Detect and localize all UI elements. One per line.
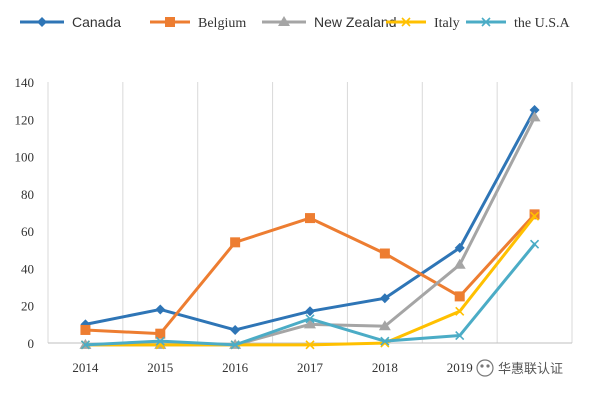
data-point — [230, 237, 241, 248]
data-point — [304, 318, 316, 329]
data-point — [305, 213, 315, 224]
data-point — [380, 336, 390, 346]
legend-label: Canada — [72, 14, 121, 30]
watermark-logo-icon-dot — [480, 364, 484, 368]
data-point — [80, 324, 91, 335]
y-tick-label: 100 — [15, 150, 35, 165]
x-tick-label: 2018 — [372, 360, 398, 375]
legend-item: New Zealand — [262, 14, 397, 30]
data-point — [37, 17, 47, 27]
watermark: 华惠联认证 — [476, 359, 563, 377]
y-tick-label: 60 — [21, 224, 34, 239]
y-tick-label: 20 — [21, 299, 34, 314]
data-point — [230, 324, 241, 335]
legend-label: Belgium — [198, 16, 246, 31]
data-point — [455, 330, 465, 341]
y-tick-label: 40 — [21, 261, 34, 276]
data-point — [454, 291, 465, 302]
grid — [47, 82, 573, 344]
data-point — [455, 306, 465, 316]
data-point — [378, 320, 391, 331]
x-tick-label: 2014 — [72, 360, 99, 375]
x-tick-label: 2016 — [222, 360, 249, 375]
watermark-logo-icon-dot — [486, 364, 490, 368]
legend-item: Belgium — [150, 16, 246, 31]
y-tick-label: 140 — [15, 75, 35, 90]
data-point — [165, 17, 175, 27]
data-point — [155, 336, 165, 346]
y-tick-label: 80 — [21, 187, 34, 202]
series-line — [83, 242, 537, 347]
data-point — [481, 17, 491, 27]
data-point — [155, 304, 166, 315]
legend-item: Canada — [20, 14, 121, 30]
data-point — [305, 314, 315, 324]
series-belgium — [80, 209, 540, 339]
legend-label: Italy — [434, 16, 460, 31]
data-point — [530, 239, 540, 249]
data-point — [529, 209, 540, 220]
y-tick-label: 0 — [28, 336, 35, 351]
data-point — [454, 242, 465, 253]
legend: Canada Belgium New Zealand Italy the U.S.A — [20, 14, 571, 31]
series-italy — [80, 211, 540, 350]
y-tick-label: 120 — [15, 112, 35, 127]
data-point — [401, 17, 411, 27]
data-point — [528, 111, 541, 122]
data-point — [305, 306, 315, 317]
data-point — [529, 104, 540, 115]
legend-label: the U.S.A — [514, 16, 571, 31]
watermark-text: 华惠联认证 — [498, 362, 563, 377]
watermark-logo-icon — [476, 359, 494, 377]
x-tick-label: 2019 — [447, 360, 473, 375]
data-point — [453, 258, 466, 269]
series-the-u-s-a — [80, 239, 540, 350]
series-canada — [80, 104, 540, 335]
x-tick-label: 2017 — [297, 360, 324, 375]
legend-label: New Zealand — [314, 14, 397, 30]
data-point — [530, 211, 540, 221]
data-point — [80, 340, 90, 350]
data-point — [278, 16, 290, 26]
data-point — [379, 248, 390, 259]
legend-item: Italy — [386, 16, 460, 31]
y-axis: 0 20 40 60 80 100 120 140 — [15, 75, 35, 351]
series-group — [79, 104, 541, 350]
data-point — [155, 328, 166, 339]
data-point — [305, 340, 315, 350]
data-point — [379, 293, 390, 304]
x-axis: 2014 2015 2016 2017 2018 2019 — [72, 360, 472, 375]
legend-item: the U.S.A — [466, 16, 571, 31]
data-point — [230, 340, 240, 350]
x-tick-label: 2015 — [147, 360, 173, 375]
